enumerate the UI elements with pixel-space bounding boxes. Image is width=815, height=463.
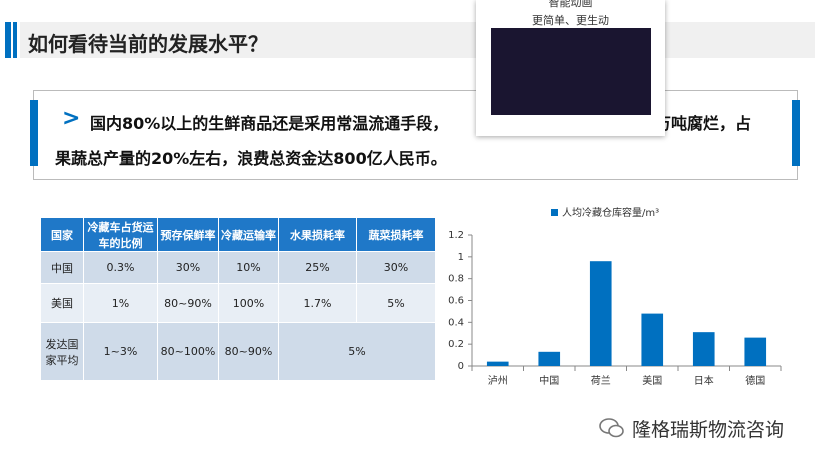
callout-text: 国内80%以上的生鲜商品还是采用常温流通手段， — [90, 114, 449, 133]
callout-accent — [30, 100, 38, 166]
callout-text: 果蔬总产量的20%左右，浪费总资金达800亿人民币。 — [55, 149, 447, 168]
bar — [641, 313, 664, 366]
table-row: 发达国家平均 1~3% 80~100% 80~90% 5% — [40, 322, 436, 381]
table-cell: 30% — [157, 251, 219, 284]
chevron: > — [62, 106, 81, 131]
bar — [692, 332, 715, 366]
popup-title: 智能动画 — [548, 0, 593, 9]
y-tick-label: 0.6 — [448, 296, 464, 307]
table-cell: 25% — [278, 251, 357, 284]
title-accent — [5, 22, 11, 58]
table-cell: 冷藏车占货运车的比例 — [83, 217, 158, 252]
table-cell: 10% — [218, 251, 279, 284]
bar — [589, 261, 612, 366]
y-tick-label: 0 — [458, 361, 464, 372]
table-cell: 发达国家平均 — [40, 322, 84, 381]
legend-swatch — [551, 209, 558, 216]
title-bar — [20, 22, 815, 58]
y-tick-label: 1 — [458, 252, 464, 263]
x-tick-label: 德国 — [745, 374, 765, 387]
y-tick-label: 0.2 — [448, 339, 464, 350]
callout-text: 万吨腐烂，占 — [655, 114, 752, 133]
y-tick-label: 1.2 — [448, 230, 464, 241]
table-cell: 5% — [356, 283, 436, 323]
table-cell: 蔬菜损耗率 — [356, 217, 436, 252]
popup[interactable]: 智能动画 更简单、更生动 — [476, 0, 665, 136]
table-cell: 水果损耗率 — [278, 217, 357, 252]
wechat-icon — [599, 418, 624, 438]
title: 如何看待当前的发展水平？ — [28, 32, 268, 56]
table-cell: 国家 — [40, 217, 84, 252]
table-row: 国家 冷藏车占货运车的比例 预存保鲜率 冷藏运输率 水果损耗率 蔬菜损耗率 — [40, 217, 436, 252]
table-cell: 80~90% — [218, 322, 279, 381]
x-tick-label: 中国 — [539, 374, 559, 387]
table-cell: 80~100% — [157, 322, 219, 381]
table-cell: 100% — [218, 283, 279, 323]
data-table: 国家 冷藏车占货运车的比例 预存保鲜率 冷藏运输率 水果损耗率 蔬菜损耗率 中国 0.3% 30… — [40, 217, 436, 381]
popup-preview — [491, 28, 651, 115]
popup-subtitle: 更简单、更生动 — [532, 14, 609, 27]
table-cell: 80~90% — [157, 283, 219, 323]
x-tick-label: 荷兰 — [591, 374, 611, 387]
table-cell: 5% — [278, 322, 436, 381]
callout-accent — [792, 100, 800, 166]
table-row: 中国 0.3% 30% 10% 25% 30% — [40, 251, 436, 284]
table-cell: 1~3% — [83, 322, 158, 381]
legend-label: 人均冷藏仓库容量/m³ — [562, 206, 659, 219]
x-tick-label: 日本 — [694, 374, 714, 387]
table-cell: 1.7% — [278, 283, 357, 323]
table-cell: 30% — [356, 251, 436, 284]
x-tick-label: 泸州 — [488, 375, 508, 387]
bar — [486, 361, 509, 366]
table-cell: 冷藏运输率 — [218, 217, 279, 252]
x-tick-label: 美国 — [642, 374, 662, 387]
table-cell: 美国 — [40, 283, 84, 323]
bar — [744, 337, 767, 366]
watermark: 隆格瑞斯物流咨询 — [632, 419, 785, 441]
y-tick-label: 0.8 — [448, 274, 464, 285]
title-accent — [13, 22, 17, 58]
y-tick-label: 0.4 — [448, 317, 464, 328]
bar — [538, 351, 561, 366]
